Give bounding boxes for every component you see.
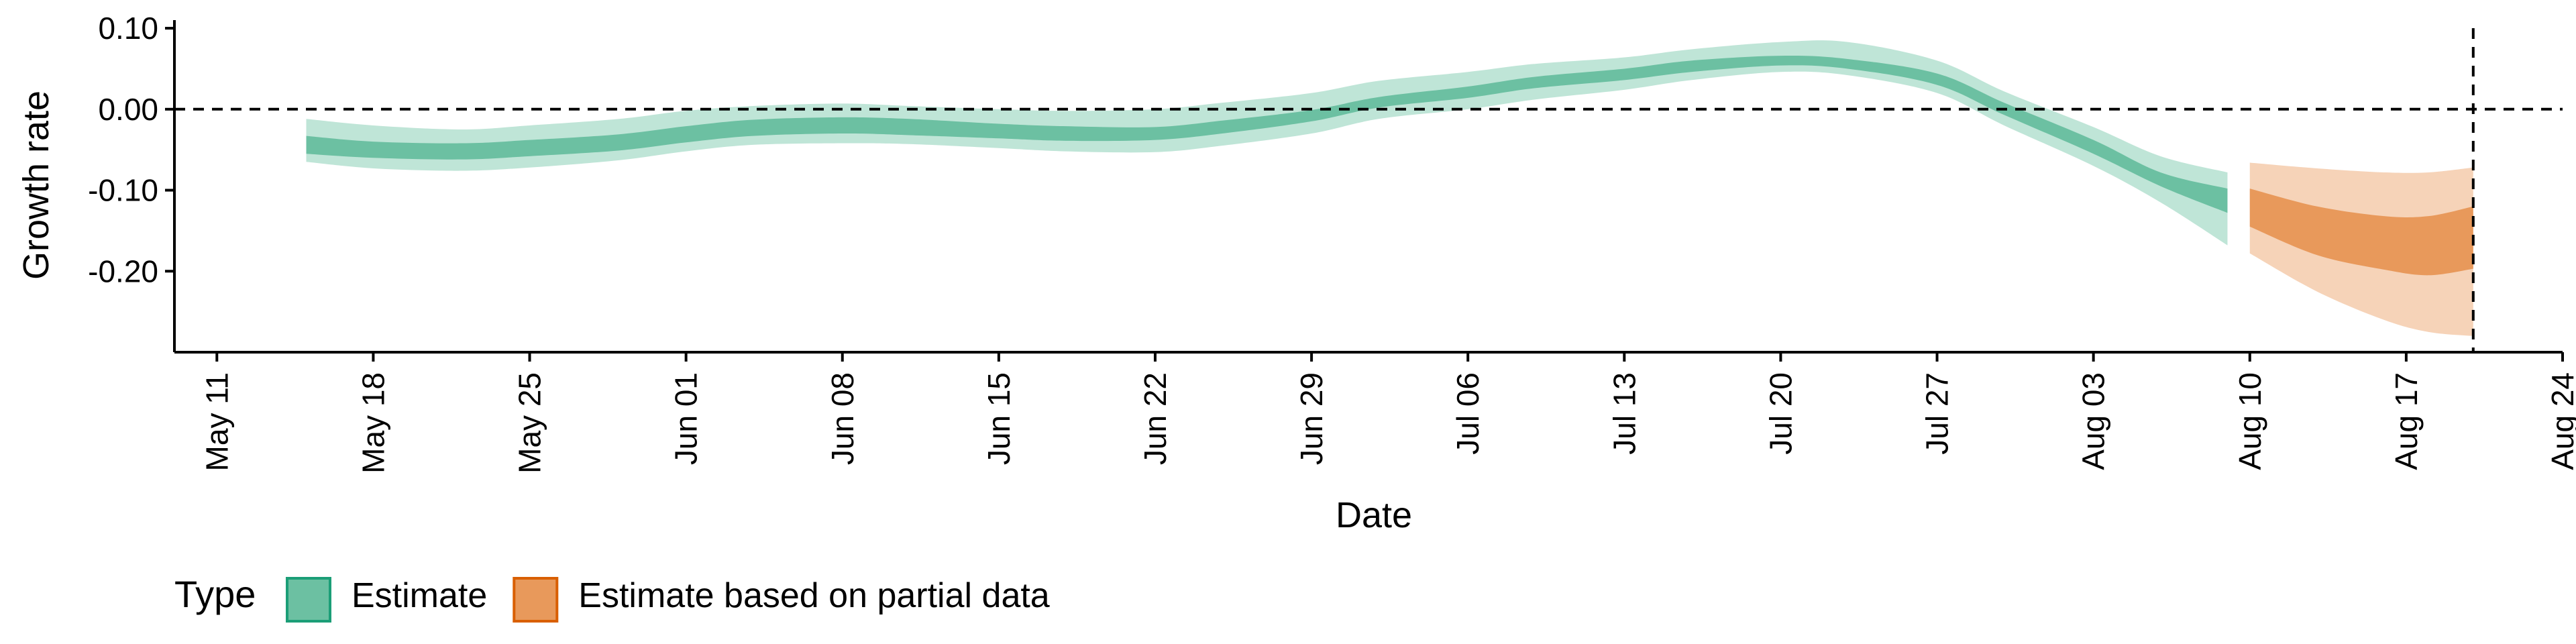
y-tick-label: -0.10 <box>88 173 158 208</box>
series-0-band-90 <box>306 40 2228 246</box>
y-tick-label: -0.20 <box>88 254 158 288</box>
y-tick-label: 0.00 <box>98 92 158 127</box>
y-axis-title: Growth rate <box>16 91 56 280</box>
x-axis-title: Date <box>1336 495 1412 535</box>
legend: Type Estimate Estimate based on partial da… <box>174 573 1050 623</box>
axes <box>173 20 2563 354</box>
series-0-band-50 <box>306 56 2228 213</box>
x-tick-label: Jun 01 <box>669 372 704 465</box>
series-1-band-50 <box>2249 189 2473 276</box>
legend-title: Type <box>174 573 256 615</box>
x-tick-label: Aug 10 <box>2233 372 2267 470</box>
x-tick-label: May 25 <box>513 372 547 474</box>
x-tick-label: Aug 24 <box>2545 372 2576 470</box>
x-tick-label: Jun 15 <box>981 372 1016 465</box>
x-tick-label: May 18 <box>356 372 390 474</box>
x-tick-label: Jul 27 <box>1920 372 1955 455</box>
x-tick-label: Jul 06 <box>1450 372 1485 455</box>
tick-layer: 0.10 0.00 -0.10 -0.20 May 11 May 18 May 25 Jun … <box>88 11 2576 474</box>
legend-swatch-0 <box>286 577 331 623</box>
legend-swatch-1 <box>513 577 559 623</box>
x-tick-label: Aug 17 <box>2389 372 2424 470</box>
x-tick-label: Jul 13 <box>1607 372 1642 455</box>
band-layer <box>306 40 2473 336</box>
legend-label-0: Estimate <box>352 576 487 615</box>
reference-lines <box>174 28 2563 352</box>
x-tick-label: Aug 03 <box>2076 372 2111 470</box>
x-tick-label: Jul 20 <box>1763 372 1798 455</box>
y-tick-label: 0.10 <box>98 11 158 46</box>
x-tick-label: May 11 <box>199 372 234 471</box>
x-tick-label: Jun 08 <box>825 372 860 465</box>
x-tick-label: Jun 22 <box>1138 372 1173 465</box>
legend-label-1: Estimate based on partial data <box>578 576 1050 615</box>
x-tick-label: Jun 29 <box>1294 372 1329 465</box>
